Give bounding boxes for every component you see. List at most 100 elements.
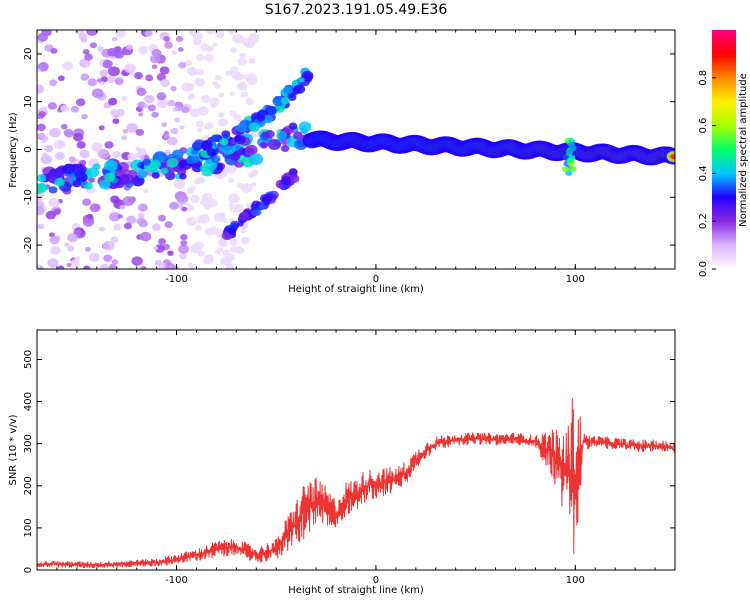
y-tick-label: 0 [23, 146, 34, 152]
noise-blob [82, 198, 92, 206]
y-tick-label: 20 [23, 48, 34, 61]
noise-blob [100, 76, 108, 83]
noise-blob [229, 239, 238, 246]
noise-blob [122, 128, 129, 134]
branch-blob [191, 156, 200, 163]
noise-blob [151, 111, 159, 118]
branch-blob [120, 173, 134, 185]
noise-blob [245, 98, 254, 106]
arc-blob [206, 148, 217, 157]
noise-blob [204, 53, 214, 62]
branch-blob [199, 164, 209, 172]
branch-blob [92, 163, 101, 170]
burst-blob [569, 166, 577, 173]
noise-blob [37, 205, 45, 216]
colorbar-gradient [712, 30, 736, 269]
arc-blob [262, 114, 274, 124]
arc-blob [234, 134, 243, 142]
noise-blob [214, 74, 222, 81]
noise-blob [112, 150, 121, 159]
noise-blob [149, 54, 161, 64]
noise-blob [108, 97, 118, 106]
snr-panel: -100 0 100 0 100 200 300 400 500 Height of stra… [8, 329, 676, 596]
noise-blob [179, 253, 187, 260]
noise-blob [225, 164, 237, 174]
noise-blob [137, 203, 148, 212]
noise-blob [175, 35, 184, 43]
arc-blob [291, 80, 299, 86]
noise-blob [189, 194, 200, 203]
branch-blob [166, 157, 179, 168]
noise-blob [138, 219, 148, 228]
x-tick-label: 100 [566, 575, 585, 586]
noise-blob [251, 181, 257, 187]
branch-blob [103, 159, 118, 172]
colorbar-label: Normalized spectral amplitude [738, 73, 749, 227]
branch-blob [62, 163, 76, 175]
noise-blob [197, 128, 203, 133]
noise-blob [161, 122, 167, 127]
arc-blob [280, 177, 291, 186]
branch-blob [288, 122, 298, 130]
noise-blob [151, 64, 158, 70]
noise-blob [164, 41, 173, 49]
heatmap-x-ticks: -100 0 100 [56, 30, 676, 285]
arc-blob [302, 72, 313, 82]
arc-blob [210, 134, 220, 143]
line-blob [670, 154, 675, 160]
noise-blob [62, 61, 74, 71]
arc-blob [227, 227, 237, 235]
snr-series-line [37, 398, 675, 569]
arc-blob [264, 193, 273, 200]
noise-blob [172, 265, 179, 269]
noise-blob [180, 234, 188, 241]
noise-blob [196, 68, 205, 76]
noise-blob [50, 48, 58, 54]
noise-blob [229, 205, 239, 213]
noise-blob [186, 205, 195, 212]
noise-blob [167, 136, 178, 146]
noise-blob [214, 30, 225, 39]
noise-blob [187, 262, 194, 268]
noise-blob [88, 177, 95, 183]
noise-blob [131, 256, 143, 266]
y-tick-label: -10 [23, 189, 34, 205]
noise-blob [126, 44, 134, 51]
noise-blob [60, 123, 68, 130]
noise-blob [248, 57, 256, 64]
noise-blob [196, 176, 206, 184]
arc-blob [288, 168, 298, 176]
arc-blob [248, 122, 260, 132]
arc-blob [262, 199, 270, 206]
noise-blob [75, 98, 86, 107]
noise-blob [190, 243, 202, 254]
noise-blob [109, 211, 121, 222]
noise-blob [84, 53, 93, 61]
snr-y-label: SNR (10 * v/v) [8, 414, 19, 485]
branch-blob [74, 170, 85, 179]
noise-blob [188, 93, 196, 99]
noise-blob [86, 30, 98, 36]
arc-blob [219, 137, 229, 146]
noise-blob [227, 30, 238, 35]
noise-blob [206, 30, 216, 35]
colorbar-tick-label: 0.8 [698, 70, 709, 86]
y-tick-label: 200 [23, 476, 34, 495]
noise-blob [64, 242, 70, 247]
noise-blob [212, 80, 218, 86]
noise-blob [233, 114, 242, 122]
noise-blob [50, 246, 61, 255]
noise-blob [76, 141, 86, 149]
noise-blob [240, 229, 246, 234]
noise-blob [140, 265, 147, 269]
noise-blob [70, 105, 80, 113]
noise-blob [225, 253, 235, 261]
noise-blob [218, 239, 228, 248]
noise-blob [83, 265, 91, 269]
noise-blob [240, 91, 249, 98]
branch-blob [245, 144, 258, 156]
x-tick-label: 0 [373, 274, 379, 285]
noise-blob [112, 118, 120, 125]
noise-blob [233, 72, 243, 81]
